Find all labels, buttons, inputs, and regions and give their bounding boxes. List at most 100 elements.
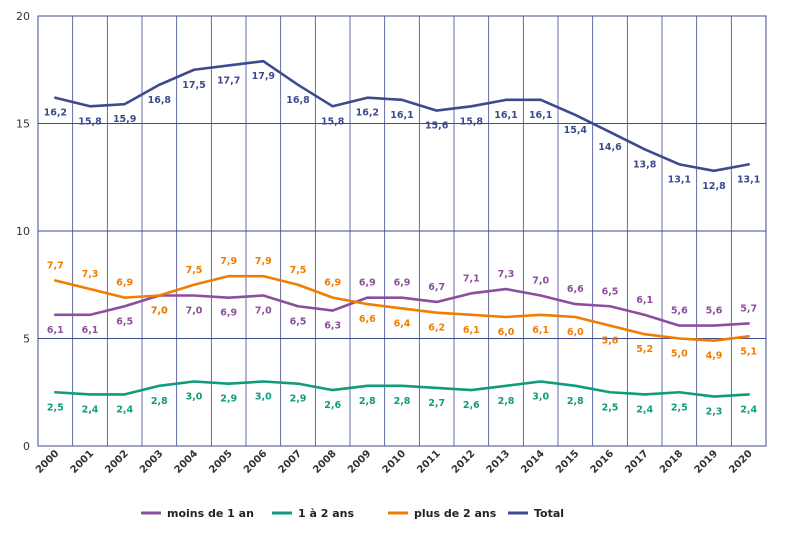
data-label: 6,7 xyxy=(428,282,445,293)
data-label: 5,1 xyxy=(740,346,757,357)
data-label: 14,6 xyxy=(598,142,622,153)
data-label: 5,6 xyxy=(671,306,688,317)
data-label: 6,2 xyxy=(428,323,445,334)
data-label: 15,6 xyxy=(425,121,449,132)
data-label: 6,5 xyxy=(602,286,619,297)
data-label: 6,1 xyxy=(532,325,549,336)
data-label: 2,3 xyxy=(706,407,723,418)
data-label: 2,7 xyxy=(428,398,445,409)
data-label: 6,9 xyxy=(359,278,376,289)
data-label: 16,8 xyxy=(286,95,310,106)
legend-label: moins de 1 an xyxy=(167,507,254,520)
data-label: 6,9 xyxy=(116,278,133,289)
data-label: 16,1 xyxy=(529,110,552,121)
legend-label: Total xyxy=(534,507,564,520)
data-label: 7,0 xyxy=(151,306,168,317)
data-label: 7,9 xyxy=(255,256,272,267)
data-label: 6,0 xyxy=(498,327,515,338)
x-tick-label: 2020 xyxy=(727,448,754,475)
data-label: 5,7 xyxy=(740,303,757,314)
data-label: 2,5 xyxy=(47,402,64,413)
data-label: 2,8 xyxy=(394,396,411,407)
data-label: 2,5 xyxy=(602,402,619,413)
x-tick-label: 2000 xyxy=(34,448,61,475)
data-label: 6,1 xyxy=(47,325,64,336)
data-label: 2,4 xyxy=(116,404,133,415)
data-label: 16,1 xyxy=(494,110,517,121)
data-label: 13,8 xyxy=(633,159,657,170)
data-label: 7,7 xyxy=(47,260,64,271)
data-label: 16,2 xyxy=(44,108,67,119)
data-label: 7,9 xyxy=(220,256,237,267)
y-tick-label: 5 xyxy=(23,333,30,346)
x-tick-label: 2009 xyxy=(346,448,373,475)
data-label: 2,8 xyxy=(498,396,515,407)
data-label: 6,5 xyxy=(290,316,307,327)
data-label: 7,3 xyxy=(498,269,515,280)
data-label: 15,8 xyxy=(78,116,102,127)
series-line-0 xyxy=(54,287,750,327)
data-label: 15,8 xyxy=(460,116,484,127)
data-label: 5,6 xyxy=(706,306,723,317)
data-label: 2,6 xyxy=(463,400,480,411)
data-label: 3,0 xyxy=(532,392,549,403)
data-label: 16,1 xyxy=(390,110,413,121)
grid xyxy=(37,15,767,447)
data-label: 6,9 xyxy=(324,278,341,289)
series-line-2 xyxy=(54,274,750,342)
data-label: 3,0 xyxy=(186,392,203,403)
data-label: 2,4 xyxy=(82,404,99,415)
x-tick-label: 2013 xyxy=(485,448,512,475)
x-tick-label: 2018 xyxy=(658,448,685,475)
series-line-1 xyxy=(54,380,750,398)
data-label: 6,9 xyxy=(220,308,237,319)
x-tick-label: 2014 xyxy=(519,448,546,475)
data-label: 2,4 xyxy=(740,404,757,415)
data-label: 7,3 xyxy=(82,269,99,280)
data-labels: 6,1 6,1 6,5 7,0 7,0 6,9 7,0 6,5 6,3 6,9 6,9 6,7 7,1 7… xyxy=(44,71,761,417)
data-label: 17,9 xyxy=(252,71,275,82)
data-label: 2,9 xyxy=(220,394,237,405)
data-label: 6,9 xyxy=(394,278,411,289)
data-label: 17,7 xyxy=(217,75,240,86)
data-label: 6,1 xyxy=(636,295,653,306)
data-label: 7,0 xyxy=(186,306,203,317)
data-label: 7,5 xyxy=(186,265,203,276)
data-label: 2,8 xyxy=(359,396,376,407)
data-label: 2,4 xyxy=(636,404,653,415)
data-label: 15,4 xyxy=(564,125,588,136)
data-label: 13,1 xyxy=(668,174,691,185)
data-label: 5,6 xyxy=(602,336,619,347)
series-lines xyxy=(54,59,750,398)
x-tick-label: 2004 xyxy=(173,448,200,475)
data-label: 6,6 xyxy=(359,314,376,325)
data-label: 2,9 xyxy=(290,394,307,405)
x-tick-label: 2010 xyxy=(381,448,408,475)
data-label: 15,8 xyxy=(321,116,345,127)
x-tick-label: 2007 xyxy=(277,448,304,475)
y-tick-label: 10 xyxy=(16,225,30,238)
y-axis: 0 5 10 15 20 xyxy=(16,10,30,453)
data-label: 2,8 xyxy=(567,396,584,407)
data-label: 2,8 xyxy=(151,396,168,407)
x-tick-label: 2006 xyxy=(242,448,269,475)
data-label: 15,9 xyxy=(113,114,136,125)
y-tick-label: 15 xyxy=(16,118,30,131)
x-tick-label: 2011 xyxy=(415,448,442,475)
data-label: 3,0 xyxy=(255,392,272,403)
data-label: 16,2 xyxy=(356,108,379,119)
x-tick-label: 2019 xyxy=(693,448,720,475)
x-tick-label: 2001 xyxy=(69,448,96,475)
data-label: 7,0 xyxy=(151,306,168,317)
data-label: 13,1 xyxy=(737,174,760,185)
data-label: 2,6 xyxy=(324,400,341,411)
data-label: 7,1 xyxy=(463,273,480,284)
data-label: 2,5 xyxy=(671,402,688,413)
data-label: 6,4 xyxy=(394,318,411,329)
data-label: 7,0 xyxy=(532,276,549,287)
data-label: 6,3 xyxy=(324,321,341,332)
legend-label: 1 à 2 ans xyxy=(298,507,354,520)
y-tick-label: 0 xyxy=(23,440,30,453)
x-tick-label: 2015 xyxy=(554,448,581,475)
data-label: 7,5 xyxy=(290,265,307,276)
